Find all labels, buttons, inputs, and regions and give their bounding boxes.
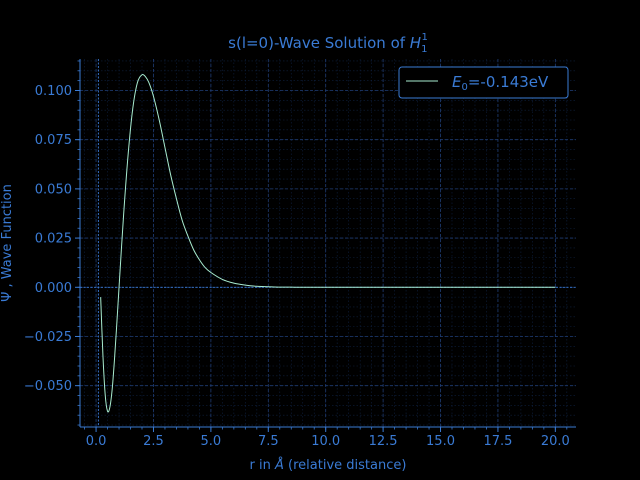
x-tick-label: 5.0 (201, 434, 222, 449)
y-tick-label: 0.075 (35, 133, 72, 148)
x-tick-label: 15.0 (426, 434, 455, 449)
chart-title: s(l=0)-Wave Solution of H11 (228, 32, 428, 55)
x-tick-label: 20.0 (541, 434, 570, 449)
series-layer (100, 73, 556, 413)
y-axis-label: Ψ , Wave Function (0, 184, 15, 302)
y-tick-label: 0.050 (35, 182, 72, 197)
x-tick-label: 7.5 (258, 434, 279, 449)
x-tick-label: 0.0 (86, 434, 107, 449)
major-grid (80, 59, 576, 427)
x-tick-label: 12.5 (369, 434, 398, 449)
y-tick-label: −0.050 (24, 379, 72, 394)
legend: E0=-0.143eV (398, 66, 569, 99)
x-tick-label: 10.0 (311, 434, 340, 449)
legend-box (398, 66, 569, 99)
x-tick-label: 2.5 (143, 434, 164, 449)
legend-entry-label: E0=-0.143eV (452, 73, 549, 93)
x-tick-label: 17.5 (483, 434, 512, 449)
minor-grid (80, 59, 576, 427)
y-tick-label: 0.100 (35, 84, 72, 99)
axis-ticks: 0.0 2.5 5.0 7.5 10.0 12.5 15.0 17.5 20.0 −0.050 −0… (24, 60, 570, 449)
y-tick-label: −0.025 (24, 330, 72, 345)
wave-function-series-line (100, 73, 556, 413)
x-axis-label: r in Å (relative distance) (250, 457, 407, 473)
y-tick-label: 0.000 (35, 281, 72, 296)
y-tick-label: 0.025 (35, 232, 72, 247)
